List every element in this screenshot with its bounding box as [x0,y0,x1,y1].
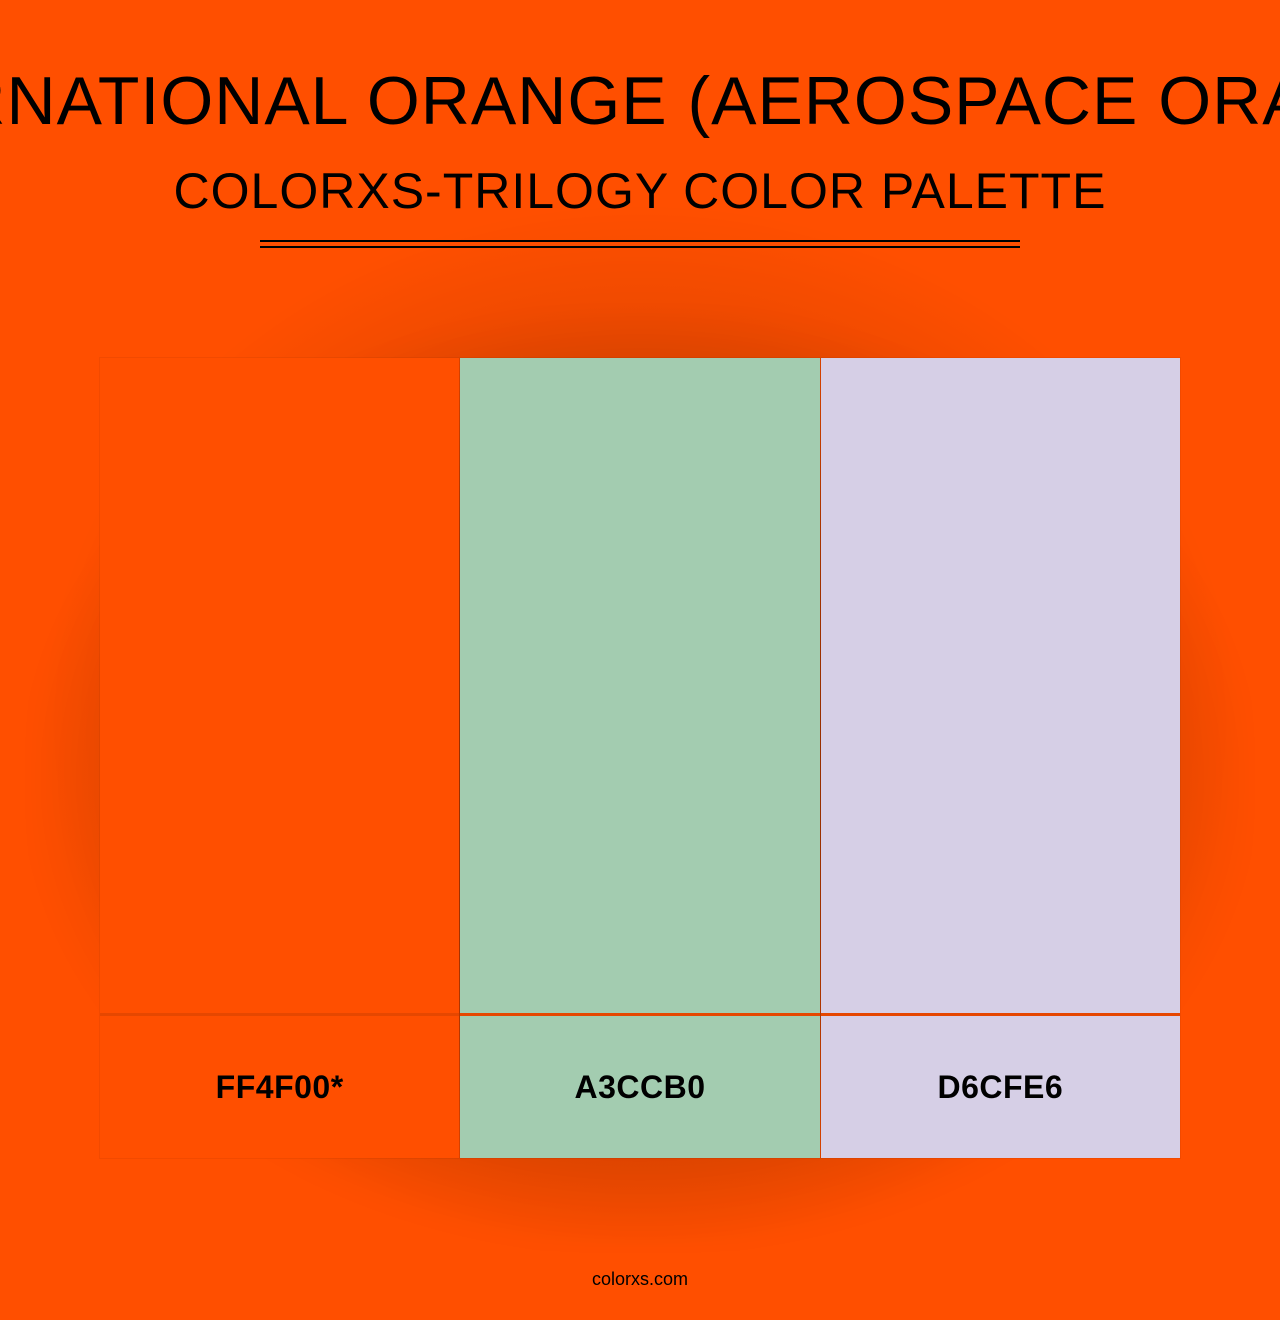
page-content: INTERNATIONAL ORANGE (AEROSPACE ORANGE) … [0,0,1280,1320]
page-subtitle: COLORXS-TRILOGY COLOR PALETTE [174,162,1107,220]
footer-credit: colorxs.com [0,1269,1280,1290]
swatch-label: D6CFE6 [821,1013,1180,1158]
swatch-color [821,358,1180,1013]
swatch-column: FF4F00* [100,358,459,1158]
swatch-column: D6CFE6 [820,358,1180,1158]
swatch-label: A3CCB0 [460,1013,819,1158]
color-palette: FF4F00*A3CCB0D6CFE6 [100,358,1180,1158]
palette-container: FF4F00*A3CCB0D6CFE6 [100,358,1180,1158]
swatch-column: A3CCB0 [459,358,819,1158]
swatch-color [100,358,459,1013]
page-title: INTERNATIONAL ORANGE (AEROSPACE ORANGE) [0,62,1280,140]
divider-rule [260,240,1020,248]
swatch-label: FF4F00* [100,1013,459,1158]
swatch-color [460,358,819,1013]
